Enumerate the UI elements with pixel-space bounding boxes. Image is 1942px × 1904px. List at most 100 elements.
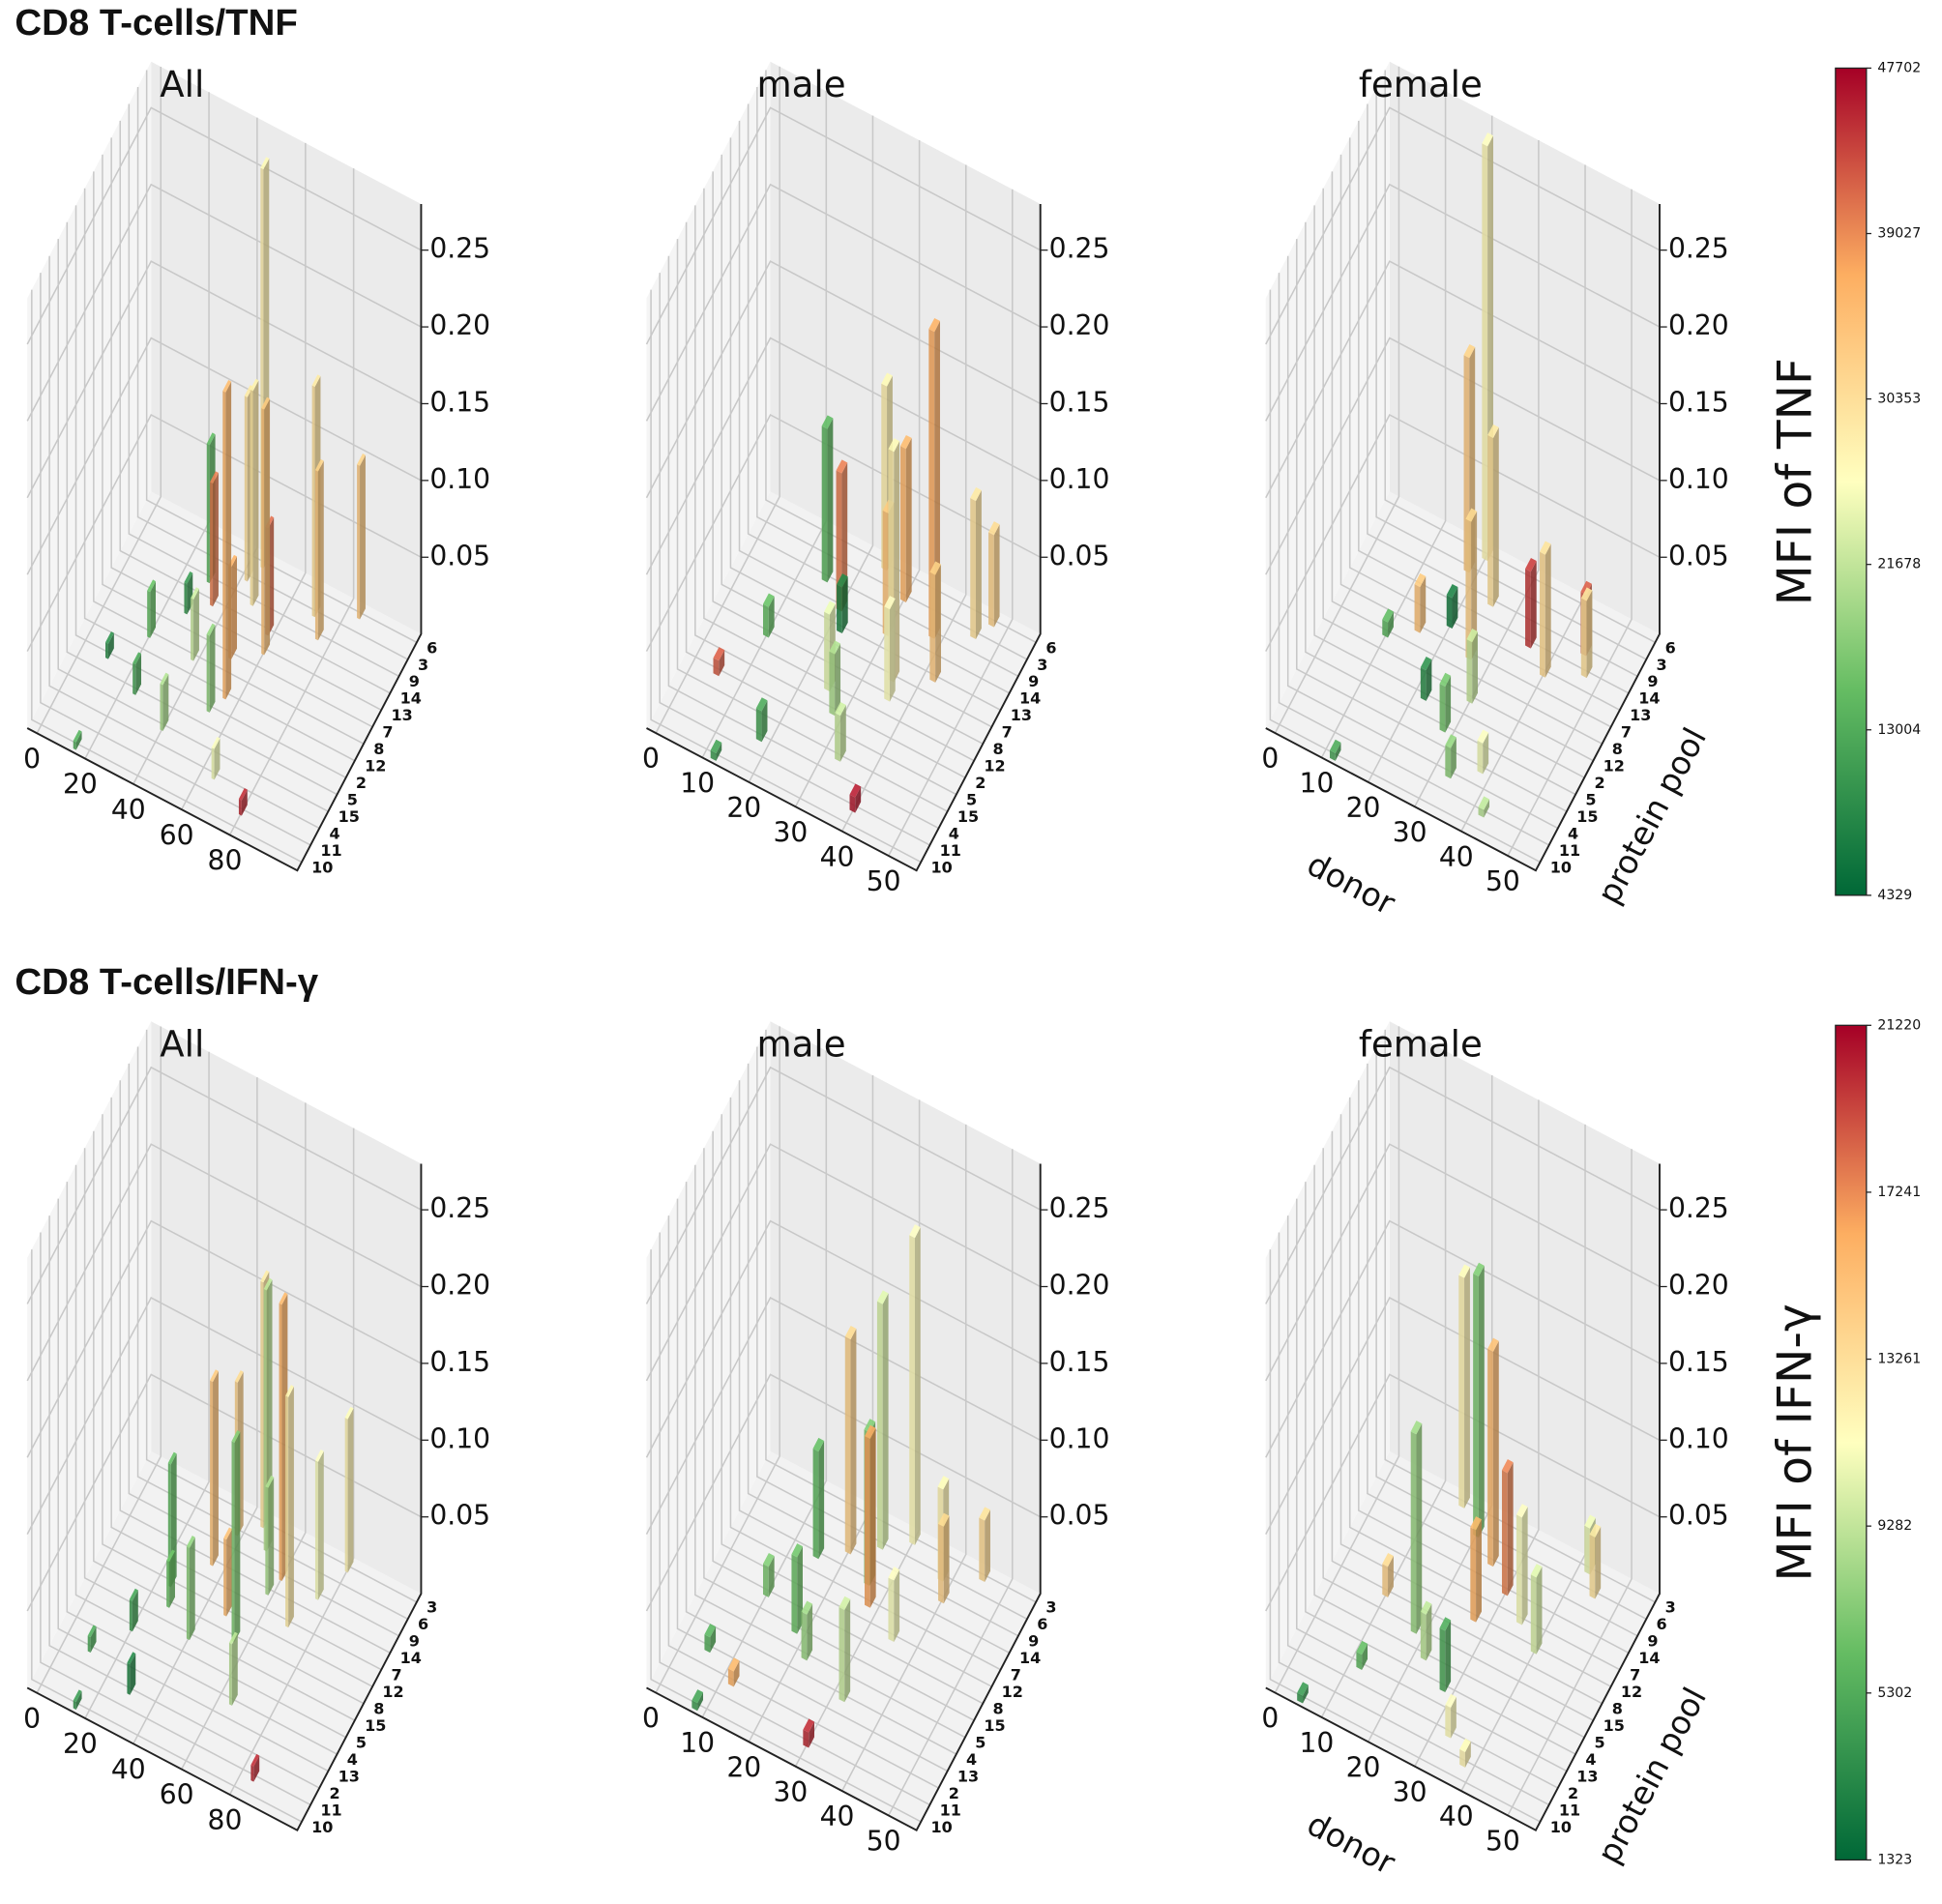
- bar: [1540, 541, 1551, 678]
- bar-side: [1464, 1267, 1470, 1509]
- grid-line: [667, 1216, 939, 1789]
- x-tick-label: 50: [867, 1826, 901, 1858]
- bar-top: [691, 1689, 704, 1704]
- bar-front: [839, 1606, 845, 1703]
- pool-tick-label: 2: [1594, 774, 1604, 792]
- back-pane: [1389, 61, 1660, 634]
- bar-front: [1530, 1574, 1537, 1655]
- grid-line: [128, 103, 399, 677]
- pool-tick-label: 5: [1594, 1733, 1604, 1751]
- pool-tick-label: 8: [993, 1700, 1004, 1718]
- bar-top: [129, 1588, 138, 1601]
- pool-tick-label: 9: [409, 672, 420, 690]
- grid-line: [26, 1066, 422, 1304]
- z-tick-label: 0.20: [1668, 309, 1729, 341]
- bar: [1439, 1617, 1452, 1693]
- bar-side: [1483, 732, 1489, 775]
- bar-front: [279, 1303, 282, 1582]
- bar-front: [1382, 1564, 1389, 1597]
- grid-line: [765, 70, 1037, 644]
- grid-line: [31, 1249, 303, 1823]
- grid-line: [1320, 91, 1447, 758]
- grid-line: [1348, 1097, 1621, 1671]
- bar-front: [791, 1554, 798, 1634]
- bar-side: [761, 700, 768, 743]
- x-tick-label: 20: [63, 1728, 98, 1760]
- grid-line: [66, 221, 338, 796]
- bar-side: [914, 1227, 921, 1545]
- grid-line: [1274, 66, 1400, 734]
- bar-top: [1446, 584, 1458, 599]
- bar: [1466, 629, 1479, 704]
- bar-side: [75, 731, 82, 750]
- grid-line: [110, 137, 382, 711]
- grid-line: [102, 1114, 373, 1687]
- bar-top: [210, 1369, 219, 1383]
- bar-top: [1382, 1552, 1394, 1567]
- bar-side: [130, 1653, 136, 1695]
- colorbar-tick-label: 21678: [1877, 557, 1921, 572]
- bar-front: [314, 1460, 318, 1600]
- pool-tick-label: 11: [1559, 1801, 1580, 1819]
- bar-top: [1580, 580, 1592, 596]
- grid-line: [645, 183, 1042, 422]
- bar-front: [1477, 740, 1484, 775]
- bar: [1473, 1262, 1485, 1538]
- bar-side: [1536, 1567, 1543, 1655]
- bar: [839, 1596, 851, 1703]
- bar-front: [1589, 1534, 1596, 1599]
- bar-front: [970, 498, 976, 640]
- bar-front: [821, 425, 828, 583]
- bar-side: [850, 1329, 857, 1555]
- pool-tick-label: 2: [1568, 1784, 1578, 1802]
- grid-line: [145, 70, 418, 644]
- grid-line: [694, 205, 966, 778]
- bar-side: [1476, 1519, 1482, 1623]
- bar: [206, 623, 216, 713]
- bar-side: [226, 1529, 233, 1617]
- grid-line: [645, 413, 1042, 652]
- colorbar-tick-label: 30353: [1877, 392, 1921, 407]
- bar-side: [1362, 1643, 1368, 1670]
- grid-line: [650, 1249, 922, 1823]
- bar-top: [710, 739, 722, 753]
- bar-side: [1478, 1265, 1485, 1538]
- bar-front: [129, 1598, 132, 1632]
- bar: [762, 593, 775, 638]
- bar: [864, 1424, 876, 1608]
- x-tick-label: 40: [1439, 841, 1474, 873]
- bar-front: [222, 391, 226, 700]
- bar-top: [1414, 572, 1427, 588]
- grid-line: [40, 273, 311, 846]
- grid-line: [738, 120, 1011, 694]
- bar-side: [935, 564, 942, 683]
- pool-tick-label: 15: [957, 807, 979, 826]
- bar-side: [1303, 1684, 1309, 1704]
- x-tick-label: 40: [1439, 1801, 1474, 1832]
- x-tick-label: 10: [1299, 1727, 1334, 1759]
- bar-front: [1478, 806, 1485, 818]
- bar-side: [1420, 575, 1427, 633]
- panel: 0.05 0.10 0.15 0.20 0.25 0 20 40 60 80 63914137812…: [23, 61, 490, 877]
- grid-line: [1305, 1182, 1576, 1755]
- bar-side: [869, 1427, 876, 1608]
- pool-tick-label: 7: [1630, 1666, 1640, 1684]
- pool-tick-label: 6: [1665, 638, 1676, 657]
- bar: [1382, 1552, 1394, 1597]
- bar: [1356, 1640, 1368, 1670]
- bar-top: [261, 396, 271, 410]
- bar-side: [1426, 1603, 1432, 1661]
- bar-front: [344, 1417, 348, 1573]
- bar-front: [1584, 1525, 1591, 1575]
- bar-top: [1487, 1337, 1499, 1352]
- back-pane: [1389, 1021, 1660, 1595]
- pool-tick-label: 14: [400, 1649, 422, 1667]
- bar-top: [888, 1567, 900, 1581]
- bar: [1477, 729, 1489, 775]
- bar-side: [993, 524, 1000, 628]
- bar-front: [127, 1662, 131, 1695]
- colorbar: [1835, 67, 1868, 896]
- grid-line: [738, 1080, 1011, 1654]
- bar-front: [1466, 639, 1473, 704]
- grid-line: [1278, 273, 1549, 846]
